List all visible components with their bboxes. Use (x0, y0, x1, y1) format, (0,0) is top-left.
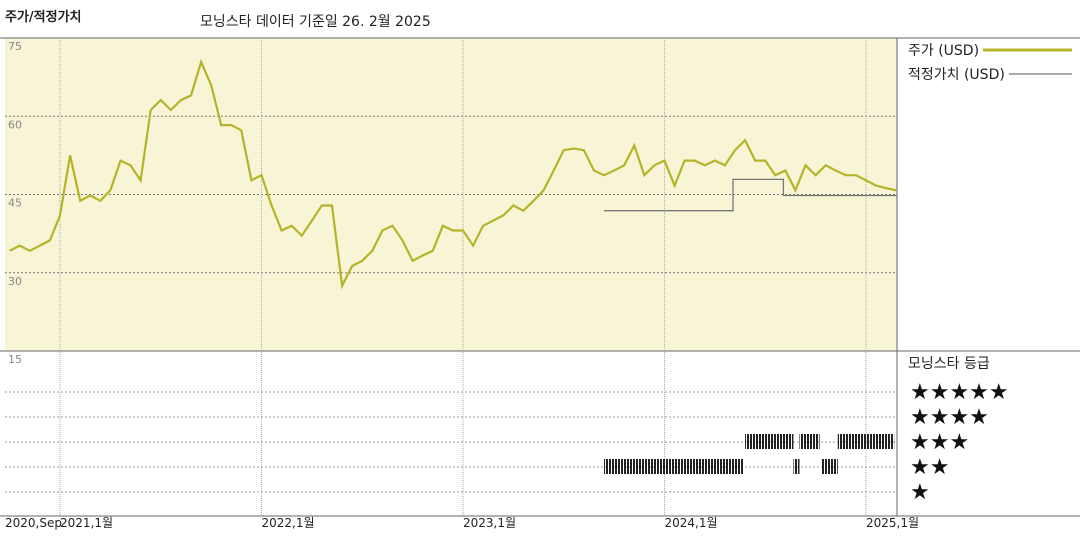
x-tick-label: 2023,1월 (463, 516, 516, 530)
rating-bar (821, 459, 838, 474)
rating-title: 모닝스타 등급 (908, 356, 990, 372)
y-tick-label: 45 (8, 197, 22, 210)
rating-bar (837, 434, 895, 449)
legend-label: 주가 (USD) (908, 43, 979, 59)
series-line (9, 58, 897, 290)
y-tick-label: 15 (8, 353, 22, 366)
x-tick-label: 2021,1월 (60, 516, 113, 530)
star-label: ★★★★ (910, 405, 989, 430)
chart-subtitle: 모닝스타 데이터 기준일 26. 2월 2025 (200, 14, 431, 30)
x-tick-label: 2022,1월 (261, 516, 314, 530)
star-label: ★★★ (910, 430, 969, 455)
rating-bar (793, 459, 800, 474)
legend-label: 적정가치 (USD) (908, 67, 1005, 83)
rating-bar (745, 434, 794, 449)
star-label: ★★ (910, 455, 949, 480)
x-tick-label: 2020,Sep (5, 516, 62, 530)
rating-bar (799, 434, 820, 449)
rating-bar (604, 459, 744, 474)
chart-title: 주가/적정가치 (5, 9, 82, 25)
star-label: ★★★★★ (910, 380, 1009, 405)
series-line (604, 178, 897, 212)
y-tick-label: 75 (8, 40, 22, 53)
star-label: ★ (910, 480, 930, 505)
x-tick-label: 2025,1월 (866, 516, 919, 530)
y-tick-label: 60 (8, 118, 22, 131)
x-tick-label: 2024,1월 (664, 516, 717, 530)
y-tick-label: 30 (8, 275, 22, 288)
